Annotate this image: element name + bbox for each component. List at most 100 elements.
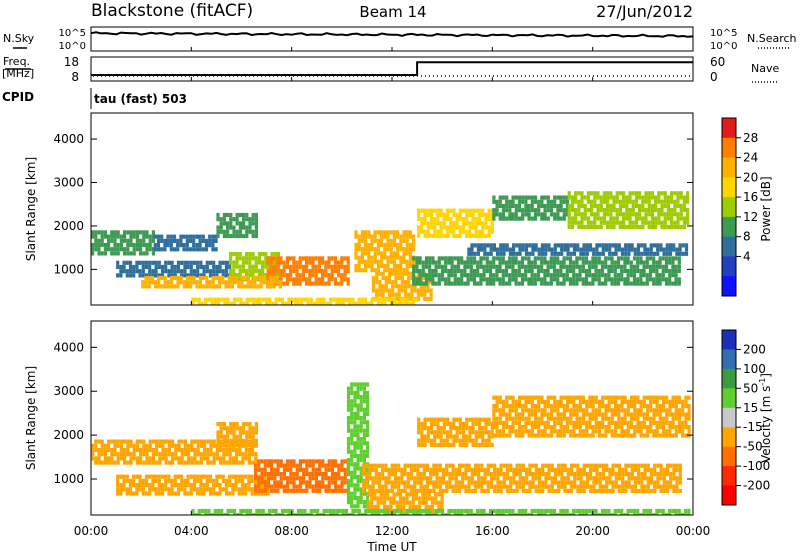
range-gate-cell xyxy=(97,238,101,243)
range-gate-cell xyxy=(447,508,451,514)
range-gate-cell xyxy=(123,439,127,444)
range-gate-cell xyxy=(426,438,430,443)
range-gate-cell xyxy=(316,301,320,305)
range-gate-cell xyxy=(151,247,155,252)
range-gate-cell xyxy=(437,508,441,514)
range-gate-cell xyxy=(370,508,374,514)
range-gate-cell xyxy=(208,269,213,274)
range-gate-cell xyxy=(441,476,446,481)
range-gate-cell xyxy=(439,233,443,238)
range-gate-cell xyxy=(394,271,398,276)
range-gate-cell xyxy=(169,238,173,243)
range-gate-cell xyxy=(606,203,610,208)
range-gate-cell xyxy=(540,212,544,217)
range-gate-cell xyxy=(492,433,496,438)
range-gate-cell xyxy=(126,452,130,457)
range-gate-cell xyxy=(212,273,216,278)
range-gate-cell xyxy=(148,474,152,479)
range-gate-cell xyxy=(445,217,450,222)
range-gate-cell xyxy=(493,484,497,489)
range-gate-cell xyxy=(578,268,582,274)
range-gate-cell xyxy=(615,195,619,200)
range-gate-cell xyxy=(289,488,293,493)
range-gate-cell xyxy=(492,216,496,221)
range-gate-cell xyxy=(628,208,632,213)
range-gate-cell xyxy=(380,242,384,248)
range-gate-cell xyxy=(492,247,496,252)
range-gate-cell xyxy=(356,416,360,421)
range-gate-cell xyxy=(346,441,351,446)
range-gate-cell xyxy=(97,230,101,235)
range-gate-cell xyxy=(537,476,542,481)
range-gate-cell xyxy=(403,463,407,468)
velocity-colorbar-segment xyxy=(722,388,736,409)
range-gate-cell xyxy=(656,243,660,248)
range-gate-cell xyxy=(285,277,289,282)
range-gate-cell xyxy=(344,508,349,514)
range-gate-cell xyxy=(659,472,663,477)
range-gate-cell xyxy=(376,500,380,505)
range-gate-cell xyxy=(126,443,130,448)
range-gate-cell xyxy=(465,442,469,447)
range-gate-cell xyxy=(381,472,385,477)
range-gate-cell xyxy=(386,238,390,243)
range-gate-cell xyxy=(591,412,595,417)
range-gate-cell xyxy=(452,212,456,217)
range-gate-cell xyxy=(213,513,217,515)
range-gate-cell xyxy=(447,260,451,265)
range-gate-cell xyxy=(480,480,484,485)
noise-sky-label: N.Sky xyxy=(3,32,35,45)
range-gate-cell xyxy=(521,404,525,409)
range-gate-cell xyxy=(157,478,161,483)
range-gate-cell xyxy=(502,247,506,252)
range-gate-cell xyxy=(602,191,606,196)
range-gate-cell xyxy=(376,301,381,305)
range-gate-cell xyxy=(505,216,509,221)
power-colorbar-segment xyxy=(722,118,736,139)
range-gate-cell xyxy=(656,472,660,477)
range-gate-cell xyxy=(247,478,251,483)
range-gate-cell xyxy=(521,247,525,252)
range-gate-cell xyxy=(248,221,252,226)
range-gate-cell xyxy=(620,264,624,269)
range-gate-cell xyxy=(333,260,337,265)
range-gate-cell xyxy=(141,269,145,274)
range-gate-cell xyxy=(521,395,525,400)
range-gate-cell xyxy=(533,264,537,269)
range-gate-cell xyxy=(340,260,344,265)
range-gate-cell xyxy=(476,247,480,252)
range-gate-cell xyxy=(669,476,673,481)
range-gate-cell xyxy=(418,260,422,265)
range-gate-cell xyxy=(232,252,236,257)
range-gate-cell xyxy=(376,508,381,514)
range-gate-cell xyxy=(511,203,515,209)
range-gate-cell xyxy=(405,238,409,243)
range-gate-cell xyxy=(654,195,658,200)
range-gate-cell xyxy=(530,420,534,425)
range-gate-cell xyxy=(508,212,512,217)
range-gate-cell xyxy=(514,412,518,417)
range-gate-cell xyxy=(350,407,354,412)
range-gate-cell xyxy=(652,420,656,425)
range-gate-cell xyxy=(274,513,278,515)
range-gate-cell xyxy=(222,422,226,427)
range-gate-cell xyxy=(251,264,255,269)
range-gate-cell xyxy=(330,273,334,278)
range-gate-cell xyxy=(397,484,401,489)
range-gate-cell xyxy=(442,417,446,422)
range-gate-cell xyxy=(392,238,396,243)
range-gate-cell xyxy=(364,508,368,514)
range-gate-cell xyxy=(97,456,101,461)
range-gate-cell xyxy=(629,273,633,278)
range-gate-cell xyxy=(663,199,667,204)
range-gate-cell xyxy=(251,268,255,273)
range-gate-cell xyxy=(585,484,590,489)
range-gate-cell xyxy=(620,513,624,515)
range-gate-cell xyxy=(624,467,628,472)
range-gate-cell xyxy=(232,430,236,435)
range-gate-cell xyxy=(520,513,525,515)
range-gate-cell xyxy=(540,281,544,286)
range-gate-cell xyxy=(383,301,387,305)
range-gate-cell xyxy=(576,476,580,481)
range-gate-cell xyxy=(553,480,558,485)
